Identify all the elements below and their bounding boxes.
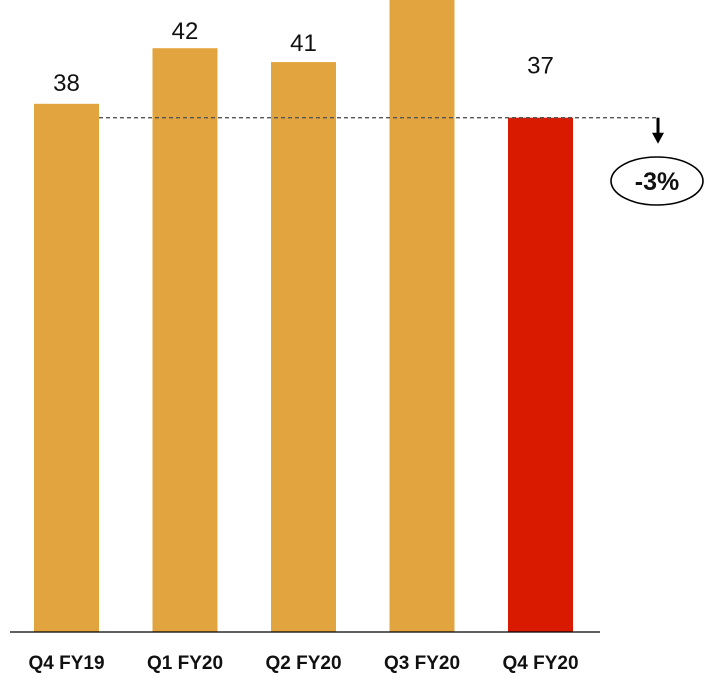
bar-q3-fy20: [389, 0, 455, 632]
bar-q4-fy20: [508, 117, 573, 632]
bar-q4-fy19: [34, 103, 99, 633]
value-label: 37: [527, 53, 554, 80]
bar-q2-fy20: [271, 62, 336, 633]
x-tick-label: Q4 FY19: [28, 653, 104, 674]
down-arrow-head: [652, 132, 664, 144]
x-tick-label: Q2 FY20: [265, 653, 341, 674]
bars-group: [34, 0, 573, 633]
x-tick-label: Q4 FY20: [502, 653, 578, 674]
value-label: 42: [172, 18, 199, 45]
value-labels-group: 3842414737: [53, 18, 554, 97]
x-tick-label: Q3 FY20: [384, 653, 460, 674]
value-label: 38: [53, 70, 80, 97]
x-tick-label: Q1 FY20: [147, 653, 223, 674]
bar-q1-fy20: [152, 48, 218, 632]
change-annotation: -3%: [610, 117, 704, 206]
change-percent-label: -3%: [635, 168, 679, 196]
x-tick-labels-group: Q4 FY19 Q1 FY20 Q2 FY20 Q3 FY20 Q4 FY20: [28, 653, 578, 674]
callout-ellipse: [610, 156, 704, 206]
value-label: 41: [290, 30, 317, 57]
